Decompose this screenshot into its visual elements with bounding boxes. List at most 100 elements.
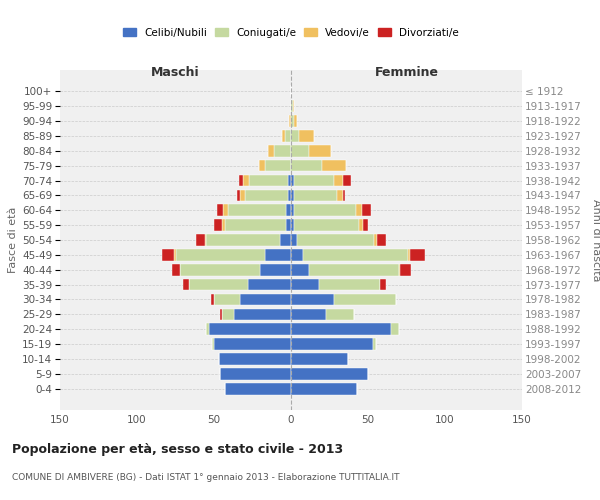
Bar [225, 220, 286, 231]
Bar [343, 174, 351, 186]
Bar [220, 368, 291, 380]
Bar [291, 190, 294, 201]
Bar [310, 264, 399, 276]
Bar [222, 308, 234, 320]
Bar [285, 130, 291, 141]
Bar [291, 204, 294, 216]
Bar [260, 264, 291, 276]
Bar [265, 160, 291, 172]
Bar [299, 130, 314, 141]
Bar [400, 264, 411, 276]
Bar [250, 174, 288, 186]
Bar [356, 204, 362, 216]
Bar [211, 294, 214, 306]
Y-axis label: Anni di nascita: Anni di nascita [591, 198, 600, 281]
Bar [286, 220, 291, 231]
Bar [183, 279, 190, 290]
Bar [245, 190, 288, 201]
Bar [223, 204, 228, 216]
Bar [240, 294, 291, 306]
Bar [282, 130, 285, 141]
Bar [291, 160, 322, 172]
Bar [291, 324, 391, 335]
Bar [294, 204, 356, 216]
Bar [304, 249, 408, 260]
Bar [291, 145, 310, 156]
Bar [265, 249, 291, 260]
Bar [206, 234, 280, 246]
Text: Popolazione per età, sesso e stato civile - 2013: Popolazione per età, sesso e stato civil… [12, 442, 343, 456]
Bar [209, 324, 291, 335]
Bar [373, 338, 376, 350]
Bar [212, 338, 214, 350]
Bar [374, 234, 377, 246]
Bar [291, 383, 357, 394]
Bar [291, 338, 373, 350]
Bar [190, 279, 248, 290]
Bar [268, 145, 274, 156]
Bar [362, 204, 371, 216]
Bar [364, 220, 368, 231]
Bar [294, 115, 297, 127]
Bar [225, 383, 291, 394]
Bar [196, 234, 205, 246]
Bar [180, 264, 260, 276]
Bar [291, 234, 297, 246]
Bar [319, 279, 380, 290]
Bar [380, 279, 386, 290]
Bar [334, 174, 343, 186]
Text: Maschi: Maschi [151, 66, 200, 80]
Bar [293, 100, 294, 112]
Bar [297, 234, 374, 246]
Bar [291, 249, 304, 260]
Bar [377, 234, 386, 246]
Bar [259, 160, 265, 172]
Bar [161, 249, 174, 260]
Bar [294, 190, 337, 201]
Bar [174, 249, 176, 260]
Bar [248, 279, 291, 290]
Bar [326, 308, 354, 320]
Bar [205, 234, 206, 246]
Bar [291, 100, 293, 112]
Bar [343, 190, 345, 201]
Bar [410, 249, 425, 260]
Bar [310, 145, 331, 156]
Bar [291, 279, 319, 290]
Bar [294, 220, 359, 231]
Bar [286, 204, 291, 216]
Text: Femmine: Femmine [374, 66, 439, 80]
Bar [243, 174, 250, 186]
Bar [288, 190, 291, 201]
Bar [291, 264, 310, 276]
Bar [399, 264, 400, 276]
Bar [222, 220, 225, 231]
Bar [218, 353, 291, 365]
Bar [291, 174, 294, 186]
Bar [240, 190, 245, 201]
Bar [337, 190, 343, 201]
Bar [239, 174, 243, 186]
Bar [322, 160, 346, 172]
Legend: Celibi/Nubili, Coniugati/e, Vedovi/e, Divorziati/e: Celibi/Nubili, Coniugati/e, Vedovi/e, Di… [123, 28, 459, 38]
Bar [228, 204, 286, 216]
Bar [291, 368, 368, 380]
Bar [172, 264, 180, 276]
Bar [214, 338, 291, 350]
Y-axis label: Fasce di età: Fasce di età [8, 207, 18, 273]
Bar [408, 249, 410, 260]
Bar [291, 308, 326, 320]
Bar [214, 294, 240, 306]
Bar [206, 324, 209, 335]
Bar [294, 174, 334, 186]
Bar [217, 204, 223, 216]
Bar [234, 308, 291, 320]
Bar [237, 190, 240, 201]
Bar [291, 294, 334, 306]
Bar [291, 130, 299, 141]
Bar [220, 308, 222, 320]
Bar [280, 234, 291, 246]
Bar [391, 324, 399, 335]
Bar [291, 220, 294, 231]
Bar [214, 220, 222, 231]
